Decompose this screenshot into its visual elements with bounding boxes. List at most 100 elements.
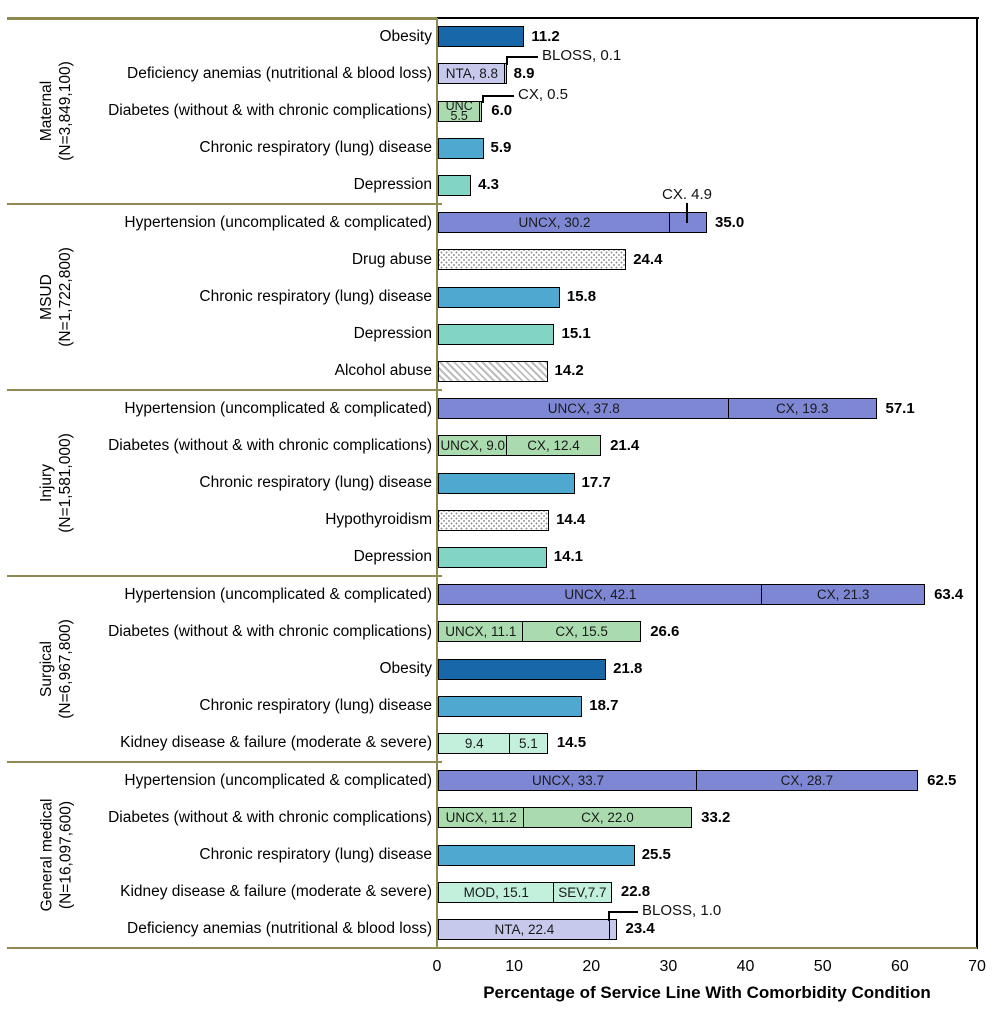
- category-label: Diabetes (without & with chronic complic…: [108, 102, 432, 119]
- category-label: Hypertension (uncomplicated & complicate…: [124, 399, 432, 417]
- bar-row: [438, 26, 525, 48]
- bar-total-label: 62.5: [927, 771, 957, 789]
- category-label: Depression: [353, 548, 432, 566]
- group-name: Surgical: [38, 641, 55, 697]
- group-label-general-medical: General medical (N=16,097,600): [6, 762, 106, 948]
- bar-segment: UNCX, 42.1: [438, 584, 763, 606]
- callout-leader-vertical: [686, 203, 688, 223]
- bar-row: [438, 323, 555, 345]
- bar-row: [438, 174, 472, 196]
- bar-total-label: 6.0: [491, 102, 513, 119]
- bar-segment: [438, 249, 627, 271]
- bar-total-label: 15.8: [566, 288, 597, 305]
- bar-segment: NTA, 22.4: [438, 918, 611, 940]
- bar-row: [438, 695, 583, 717]
- bar-row: UNCX, 11.1 CX, 15.5: [438, 621, 642, 643]
- bar-total-label: 5.9: [490, 139, 512, 157]
- bar-row: [438, 509, 550, 531]
- bar-total-label: 14.5: [556, 734, 587, 752]
- bar-total-label: 18.7: [589, 697, 619, 715]
- group-label-text: MSUD (N=1,722,800): [37, 247, 75, 347]
- bar-segment: CX, 19.3: [727, 398, 877, 420]
- bar-segment: [438, 472, 575, 494]
- callout-leader-vertical: [608, 911, 610, 921]
- category-label: Kidney disease & failure (moderate & sev…: [120, 883, 432, 901]
- group-separator: [7, 202, 442, 206]
- bar-segment: UNCX, 11.1: [438, 621, 524, 643]
- bar-segment: CX, 15.5: [521, 621, 642, 643]
- group-name: Maternal: [38, 80, 55, 142]
- bar-total-label: 23.4: [625, 920, 655, 938]
- category-label: Chronic respiratory (lung) disease: [199, 474, 432, 491]
- bar-segment: CX, 22.0: [522, 807, 693, 829]
- category-label: Obesity: [379, 27, 432, 45]
- category-label: Hypothyroidism: [325, 511, 432, 529]
- bar-total-label: 14.4: [556, 511, 586, 529]
- bar-segment: [438, 323, 555, 345]
- segment-label: CX, 19.3: [775, 401, 829, 417]
- bar-total-label: 8.9: [513, 64, 535, 82]
- bar-segment: [438, 360, 548, 382]
- bar-segment: [609, 918, 617, 940]
- bar-segment: MOD, 15.1: [438, 881, 555, 903]
- category-label: Deficiency anemias (nutritional & blood …: [127, 64, 432, 82]
- category-label: Hypertension (uncomplicated & complicate…: [124, 585, 432, 603]
- category-label: Depression: [353, 176, 432, 194]
- plot-frame-top: [437, 17, 979, 19]
- bar-row: [438, 546, 547, 568]
- x-tick-label: 10: [505, 958, 524, 975]
- bar-row: UNC 5.5: [438, 100, 483, 122]
- bar-row: UNCX, 11.2 CX, 22.0: [438, 807, 693, 829]
- category-label: Chronic respiratory (lung) disease: [199, 139, 432, 157]
- bar-segment: [438, 26, 525, 48]
- callout-label: BLOSS, 1.0: [642, 902, 722, 919]
- category-label: Diabetes (without & with chronic complic…: [108, 436, 432, 454]
- bar-segment: UNC 5.5: [438, 100, 481, 122]
- bar-row: UNCX, 9.0 CX, 12.4: [438, 435, 602, 457]
- segment-label: UNCX, 42.1: [564, 587, 637, 603]
- bar-row: [438, 286, 560, 308]
- category-label: Kidney disease & failure (moderate & sev…: [120, 734, 432, 752]
- bar-segment: [438, 509, 550, 531]
- segment-label: UNCX, 30.2: [518, 215, 591, 231]
- bar-total-label: 24.4: [633, 250, 663, 268]
- group-name: MSUD: [38, 274, 55, 320]
- group-n-count: (N=3,849,100): [57, 61, 74, 161]
- bar-total-label: 21.8: [613, 660, 643, 677]
- x-tick-label: 60: [890, 958, 909, 975]
- bar-segment: CX, 28.7: [696, 770, 918, 792]
- category-label: Diabetes (without & with chronic complic…: [108, 622, 432, 640]
- group-label-text: General medical (N=16,097,600): [37, 799, 75, 912]
- bar-total-label: 17.7: [581, 474, 611, 491]
- bar-segment: [438, 695, 583, 717]
- bar-total-label: 4.3: [478, 176, 500, 194]
- bar-row: NTA, 8.8: [438, 63, 508, 85]
- segment-label: SEV,7.7: [558, 884, 607, 900]
- segment-label: CX, 22.0: [581, 810, 634, 826]
- group-separator: [7, 760, 442, 764]
- group-name: Injury: [38, 464, 55, 502]
- bar-row: [438, 658, 607, 680]
- bar-row: 9.4 5.1: [438, 732, 549, 754]
- category-label: Deficiency anemias (nutritional & blood …: [127, 920, 432, 938]
- segment-label: NTA, 22.4: [494, 921, 555, 937]
- category-label: Chronic respiratory (lung) disease: [199, 846, 432, 863]
- bar-segment: [438, 174, 472, 196]
- segment-label: UNCX, 11.2: [445, 810, 517, 826]
- category-label: Hypertension (uncomplicated & complicate…: [124, 213, 432, 231]
- bar-segment: UNCX, 11.2: [438, 807, 525, 829]
- bar-segment: [438, 546, 547, 568]
- bar-total-label: 26.6: [650, 622, 680, 640]
- category-label: Alcohol abuse: [334, 362, 432, 380]
- category-label: Drug abuse: [351, 250, 432, 268]
- label-panel-top-border: [7, 17, 437, 20]
- category-label: Diabetes (without & with chronic complic…: [108, 808, 432, 826]
- callout-label: BLOSS, 0.1: [542, 47, 622, 64]
- bar-row: UNCX, 42.1 CX, 21.3: [438, 584, 926, 606]
- bar-segment: [438, 286, 560, 308]
- segment-label: CX, 28.7: [780, 773, 834, 789]
- category-axis-line: [435, 18, 438, 948]
- callout-leader-vertical: [482, 95, 484, 103]
- callout-leader-horizontal: [506, 56, 538, 58]
- x-tick-label: 40: [736, 958, 755, 975]
